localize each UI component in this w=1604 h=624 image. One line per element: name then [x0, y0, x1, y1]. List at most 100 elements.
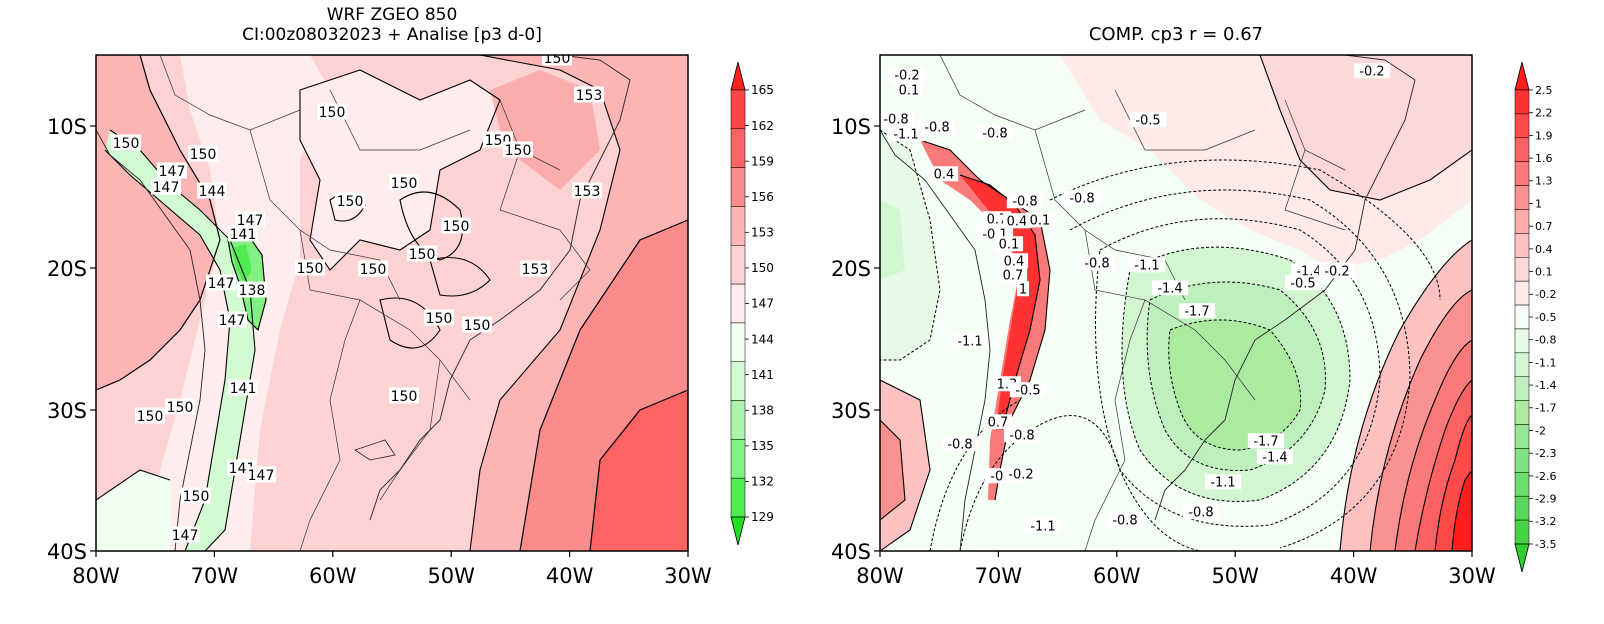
x-tick-label: 70W — [191, 564, 239, 588]
contour-label-bg — [929, 166, 959, 182]
contour-label: 150 — [319, 105, 346, 121]
contour-label-bg — [150, 178, 182, 195]
colorbar-swatch — [1514, 472, 1530, 497]
colorbar-swatch — [730, 245, 746, 285]
colorbar-swatch — [1514, 352, 1530, 377]
contour-label: -0.2 — [1008, 468, 1033, 483]
colorbar-label: 1 — [1535, 197, 1542, 210]
contour-label: 150 — [297, 261, 324, 277]
contour-label-bg — [1002, 213, 1032, 229]
left-field-ocean-159 — [590, 390, 688, 551]
right-x-axis: 80W 70W 60W 50W 40W 30W — [856, 551, 1496, 588]
colorbar-swatch — [730, 400, 746, 440]
contour-label-bg — [1284, 275, 1322, 291]
colorbar-label: 2.2 — [1535, 107, 1553, 120]
left-contour-line — [519, 219, 688, 551]
contour-label-bg — [1025, 212, 1055, 228]
contour-label: -1.4 — [1157, 282, 1182, 297]
contour-label-bg — [388, 387, 420, 404]
colorbar-label: -2.6 — [1535, 470, 1556, 483]
right-coastline-west — [880, 129, 991, 551]
contour-label: -0.8 — [883, 113, 908, 128]
right-title: COMP. cp3 r = 0.67 — [1089, 24, 1263, 45]
contour-label: -0.8 — [1084, 257, 1109, 272]
colorbar-label: 156 — [751, 190, 774, 204]
contour-label: 0.4 — [1007, 215, 1028, 230]
contour-label: 153 — [574, 184, 601, 200]
contour-label: 0.7 — [987, 213, 1008, 228]
colorbar-bottom-arrow — [1514, 543, 1530, 573]
x-tick-label: 40W — [546, 564, 594, 588]
y-tick-label: 20S — [831, 257, 871, 281]
right-field-low-3 — [1168, 320, 1301, 450]
left-coastline-east — [369, 55, 631, 521]
contour-label-bg — [334, 192, 366, 209]
x-tick-label: 60W — [1093, 564, 1141, 588]
contour-label-bg — [187, 145, 219, 162]
colorbar-label: -2.9 — [1535, 492, 1556, 505]
right-field-sw-pink-2 — [880, 420, 905, 520]
contour-label: 0.1 — [899, 84, 920, 99]
contour-label: 153 — [576, 88, 603, 104]
y-tick-label: 10S — [831, 115, 871, 139]
right-colorbar: 2.5 2.2 1.9 1.6 1.3 1 0.7 0.4 0.1 -0.2 -0.5 -0.8 -1.… — [1514, 61, 1556, 573]
contour-label: 150 — [137, 409, 164, 425]
left-field-andes-min — [232, 244, 252, 282]
contour-label-bg — [1318, 263, 1356, 279]
colorbar-swatch — [730, 322, 746, 362]
contour-label: -0.2 — [894, 69, 919, 84]
contour-label: -0.2 — [1324, 265, 1349, 280]
colorbar-swatch — [1514, 328, 1530, 354]
contour-label-bg — [999, 253, 1029, 269]
contour-label: 150 — [337, 194, 364, 210]
colorbar-swatch — [1514, 448, 1530, 473]
contour-label-bg — [976, 125, 1014, 141]
left-title-line1: WRF ZGEO 850 — [327, 5, 458, 25]
contour-label: -0.5 — [1135, 114, 1160, 129]
contour-label: 150 — [391, 176, 418, 192]
contour-label-bg — [388, 174, 420, 191]
contour-label: -0.8 — [947, 438, 972, 453]
contour-label: 150 — [113, 136, 140, 152]
contour-label-bg — [440, 217, 472, 234]
colorbar-label: 129 — [751, 510, 774, 524]
contour-label-bg — [110, 134, 142, 151]
colorbar-label: 0.4 — [1535, 243, 1553, 256]
contour-label-bg — [1182, 504, 1220, 520]
colorbar-label: 153 — [751, 226, 774, 240]
colorbar-swatch — [1514, 89, 1530, 115]
colorbar-label: 1.3 — [1535, 175, 1553, 188]
contour-label-bg — [216, 311, 248, 328]
contour-label-bg — [169, 526, 201, 543]
colorbar-swatch — [730, 89, 746, 130]
contour-label: 150 — [505, 143, 532, 159]
x-tick-label: 30W — [664, 564, 712, 588]
contour-label: 144 — [199, 184, 226, 200]
contour-label: -0.8 — [1188, 506, 1213, 521]
colorbar-label: 162 — [751, 119, 774, 133]
contour-label-bg — [236, 281, 268, 298]
contour-label-bg — [1003, 427, 1041, 443]
colorbar-label: -1.7 — [1535, 402, 1556, 415]
contour-label-bg — [423, 309, 455, 326]
left-coastline-west — [96, 129, 206, 551]
contour-label-bg — [541, 55, 573, 66]
contour-label-bg — [1128, 257, 1166, 273]
contour-label-bg — [461, 316, 493, 333]
x-tick-label: 50W — [1211, 564, 1259, 588]
colorbar-label: -1.1 — [1535, 356, 1556, 369]
contour-label: 150 — [360, 262, 387, 278]
contour-label: -0.8 — [1009, 429, 1034, 444]
contour-label: 150 — [167, 400, 194, 416]
left-y-axis: 10S 20S 30S 40S — [47, 115, 96, 564]
colorbar-swatch — [1514, 257, 1530, 282]
x-tick-label: 70W — [975, 564, 1023, 588]
colorbar-swatch — [730, 128, 746, 168]
colorbar-top-arrow — [1514, 61, 1530, 91]
colorbar-label: -2.3 — [1535, 447, 1556, 460]
contour-label-bg — [227, 225, 259, 242]
right-map-panel: COMP. cp3 r = 0.67 — [831, 24, 1557, 588]
contour-label-bg — [983, 414, 1013, 430]
contour-label: 147 — [153, 180, 180, 196]
